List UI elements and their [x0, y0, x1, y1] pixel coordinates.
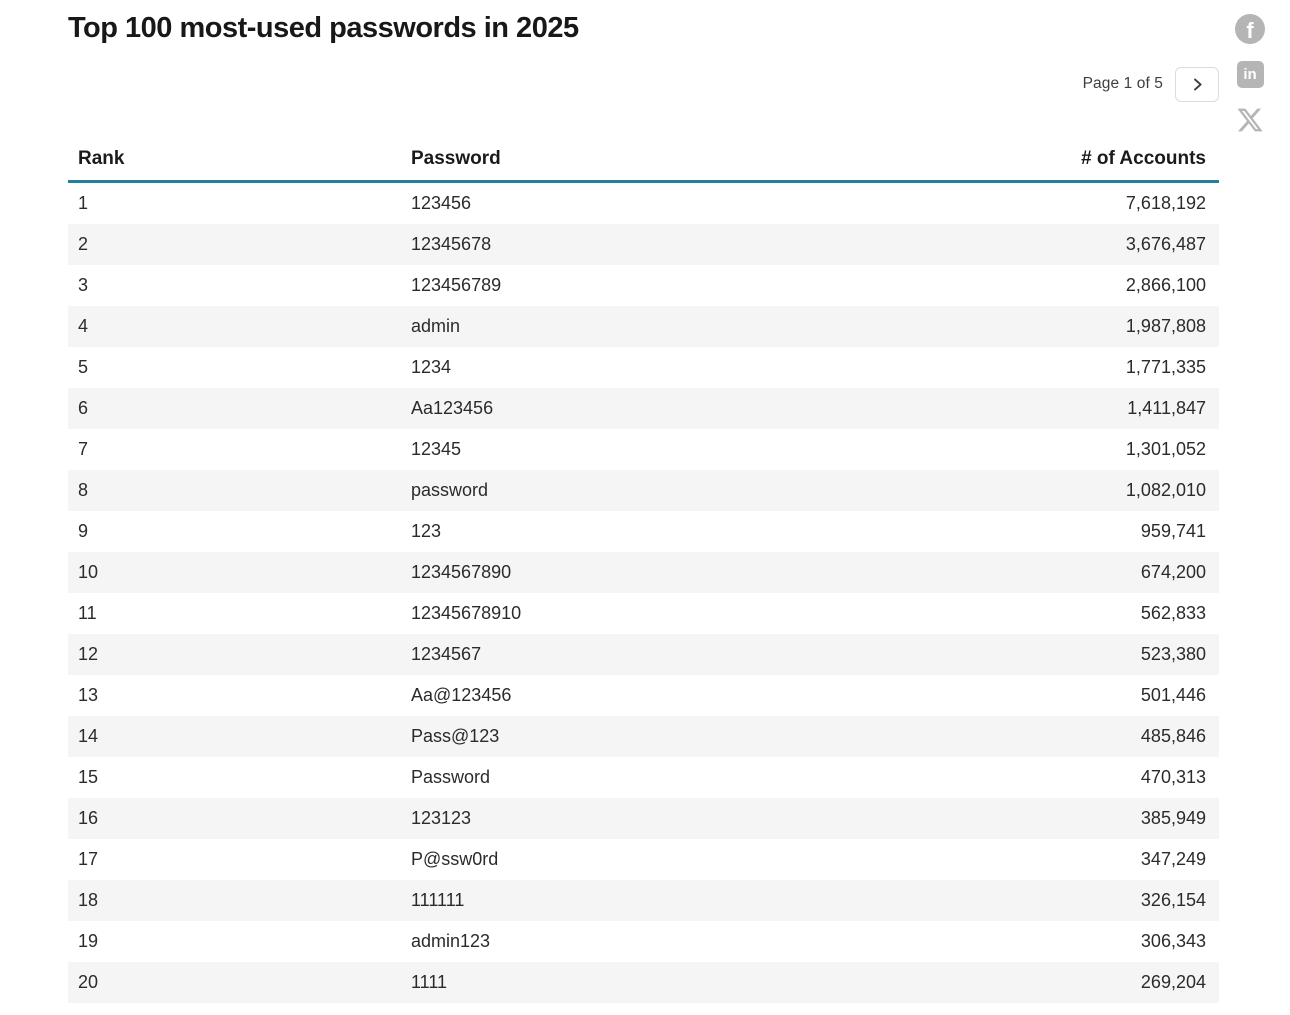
- cell-password: Pass@123: [411, 726, 500, 746]
- cell-password: 111111: [411, 890, 465, 910]
- cell-accounts: 269,204: [1140, 972, 1206, 992]
- linkedin-icon[interactable]: in: [1236, 61, 1264, 88]
- cell-password: password: [411, 480, 489, 500]
- table-row: 5 1234 1,771,335: [68, 347, 1219, 388]
- cell-accounts: 523,380: [1140, 644, 1206, 664]
- cell-rank: 20: [78, 972, 99, 992]
- cell-accounts: 485,846: [1140, 726, 1206, 746]
- table-row: 16 123123 385,949: [68, 798, 1219, 839]
- cell-password: 123456789: [411, 275, 502, 295]
- cell-password: 12345678910: [411, 603, 522, 623]
- table-row: 10 1234567890 674,200: [68, 552, 1219, 593]
- table-row: 17 P@ssw0rd 347,249: [68, 839, 1219, 880]
- table-row: 19 admin123 306,343: [68, 921, 1219, 962]
- table-row: 4 admin 1,987,808: [68, 306, 1219, 347]
- cell-password: 123123: [411, 808, 472, 828]
- column-header-accounts: # of Accounts: [1081, 147, 1206, 169]
- pagination-label: Page 1 of 5: [1082, 75, 1163, 92]
- cell-rank: 2: [78, 234, 89, 254]
- cell-password: admin123: [411, 931, 491, 951]
- cell-rank: 9: [78, 521, 89, 541]
- column-header-password: Password: [411, 147, 501, 169]
- x-icon[interactable]: [1235, 105, 1265, 135]
- cell-rank: 8: [78, 480, 89, 500]
- next-page-button[interactable]: [1175, 66, 1219, 102]
- cell-rank: 4: [78, 316, 89, 336]
- social-share-rail: f in: [1234, 14, 1266, 135]
- table-body: 1 123456 7,618,192 2 12345678 3,676,487 …: [68, 183, 1219, 1003]
- cell-rank: 18: [78, 890, 99, 910]
- passwords-table: Rank Password # of Accounts 1 123456 7,6…: [68, 137, 1219, 1003]
- cell-rank: 13: [78, 685, 99, 705]
- cell-password: Aa@123456: [411, 685, 512, 705]
- cell-password: 1111: [411, 972, 448, 992]
- table-row: 15 Password 470,313: [68, 757, 1219, 798]
- table-row: 7 12345 1,301,052: [68, 429, 1219, 470]
- cell-password: Aa123456: [411, 398, 494, 418]
- cell-rank: 7: [78, 439, 89, 459]
- cell-password: Password: [411, 767, 491, 787]
- cell-accounts: 1,771,335: [1125, 357, 1206, 377]
- pagination: Page 1 of 5: [1083, 66, 1219, 102]
- table-row: 1 123456 7,618,192: [68, 183, 1219, 224]
- cell-accounts: 1,987,808: [1125, 316, 1206, 336]
- cell-rank: 15: [78, 767, 99, 787]
- cell-password: 12345: [411, 439, 462, 459]
- cell-rank: 3: [78, 275, 89, 295]
- cell-accounts: 2,866,100: [1125, 275, 1206, 295]
- cell-accounts: 959,741: [1140, 521, 1206, 541]
- cell-rank: 10: [78, 562, 99, 582]
- cell-password: P@ssw0rd: [411, 849, 499, 869]
- cell-rank: 14: [78, 726, 99, 746]
- cell-password: 1234567890: [411, 562, 512, 582]
- cell-rank: 1: [78, 193, 89, 213]
- table-row: 3 123456789 2,866,100: [68, 265, 1219, 306]
- cell-password: 1234: [411, 357, 452, 377]
- cell-accounts: 470,313: [1140, 767, 1206, 787]
- cell-accounts: 347,249: [1140, 849, 1206, 869]
- cell-accounts: 674,200: [1140, 562, 1206, 582]
- cell-rank: 19: [78, 931, 99, 951]
- column-header-rank: Rank: [78, 147, 125, 169]
- cell-accounts: 562,833: [1140, 603, 1206, 623]
- chevron-right-icon: [1190, 77, 1205, 92]
- cell-accounts: 3,676,487: [1125, 234, 1206, 254]
- table-row: 20 1111 269,204: [68, 962, 1219, 1003]
- cell-accounts: 385,949: [1140, 808, 1206, 828]
- cell-rank: 5: [78, 357, 89, 377]
- page-title: Top 100 most-used passwords in 2025: [68, 12, 579, 44]
- table-row: 2 12345678 3,676,487: [68, 224, 1219, 265]
- cell-accounts: 1,411,847: [1127, 398, 1206, 418]
- cell-password: admin: [411, 316, 461, 336]
- table-row: 11 12345678910 562,833: [68, 593, 1219, 634]
- table-row: 18 111111 326,154: [68, 880, 1219, 921]
- table-row: 6 Aa123456 1,411,847: [68, 388, 1219, 429]
- cell-accounts: 306,343: [1140, 931, 1206, 951]
- cell-accounts: 326,154: [1140, 890, 1206, 910]
- cell-password: 12345678: [411, 234, 492, 254]
- cell-accounts: 501,446: [1140, 685, 1206, 705]
- cell-accounts: 1,082,010: [1125, 480, 1206, 500]
- cell-password: 123456: [411, 193, 472, 213]
- cell-rank: 12: [78, 644, 99, 664]
- table-row: 13 Aa@123456 501,446: [68, 675, 1219, 716]
- cell-accounts: 1,301,052: [1125, 439, 1206, 459]
- table-row: 14 Pass@123 485,846: [68, 716, 1219, 757]
- cell-rank: 6: [78, 398, 89, 418]
- table-row: 12 1234567 523,380: [68, 634, 1219, 675]
- cell-password: 123: [411, 521, 442, 541]
- cell-rank: 17: [78, 849, 99, 869]
- cell-rank: 11: [78, 603, 97, 623]
- cell-password: 1234567: [411, 644, 482, 664]
- table-header-row: Rank Password # of Accounts: [68, 137, 1219, 183]
- cell-rank: 16: [78, 808, 99, 828]
- cell-accounts: 7,618,192: [1125, 193, 1206, 213]
- table-row: 8 password 1,082,010: [68, 470, 1219, 511]
- table-row: 9 123 959,741: [68, 511, 1219, 552]
- facebook-icon[interactable]: f: [1235, 14, 1265, 44]
